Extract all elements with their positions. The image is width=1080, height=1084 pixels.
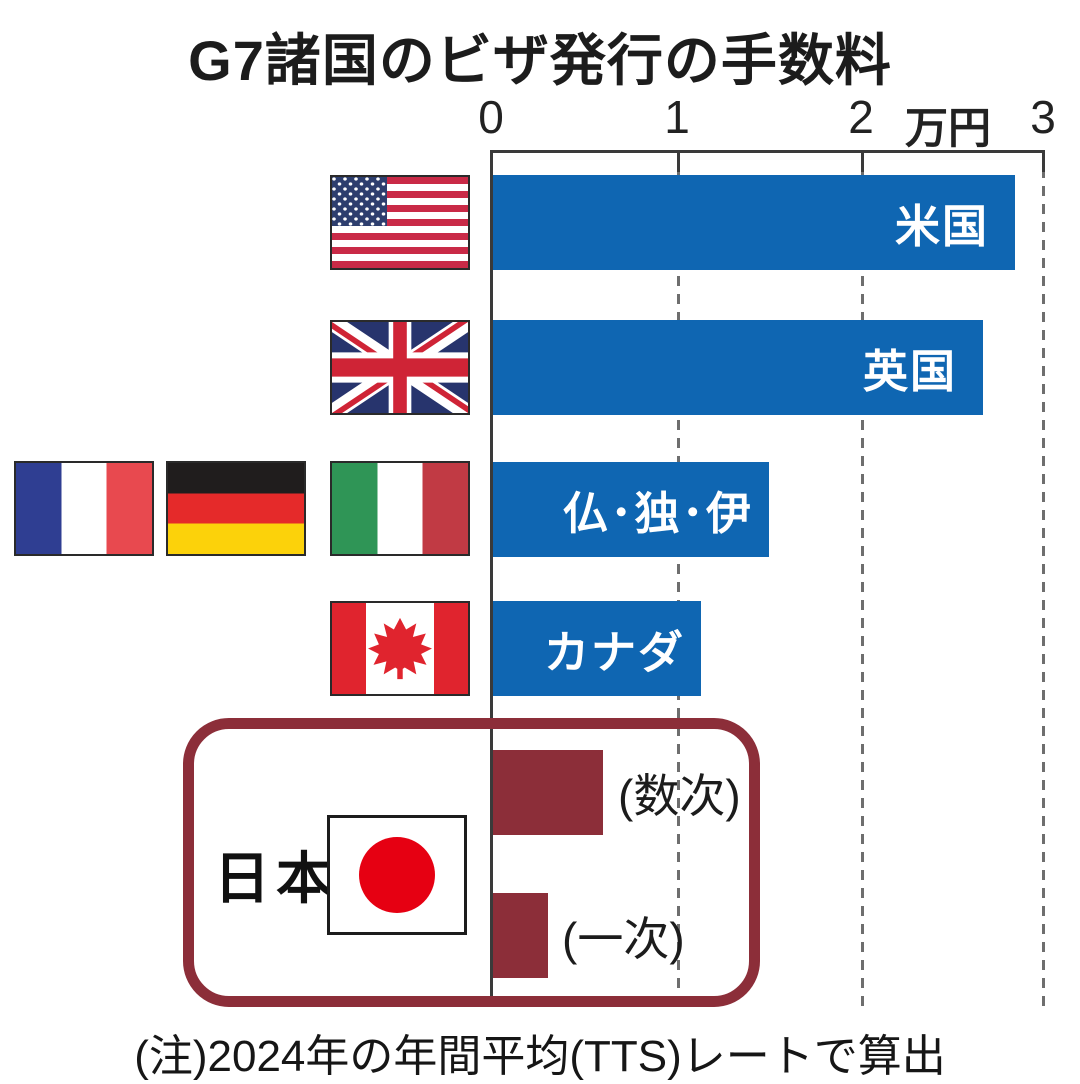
axis-unit-label: 万円	[905, 105, 991, 153]
gridline-3	[1042, 150, 1045, 1007]
uk-flag-icon	[330, 320, 470, 415]
axis-tick-label-2: 2	[848, 91, 874, 143]
bar-label-uk: 英国	[862, 346, 957, 397]
france-flag-icon	[14, 461, 154, 556]
japan-flag-sun-disc	[359, 837, 435, 913]
gridline-2	[861, 150, 864, 1007]
axis-tick-label-1: 1	[664, 91, 690, 143]
japan-group-label: 日本	[214, 847, 338, 910]
usa-flag-icon	[330, 175, 470, 270]
bar-usa: 米国	[493, 175, 1015, 270]
maple-leaf-icon	[368, 617, 432, 680]
bar-uk: 英国	[493, 320, 983, 415]
bar-label-canada: カナダ	[543, 627, 685, 678]
bar-label-france-germany-italy: 仏･独･伊	[562, 488, 753, 539]
bar-japan-multiple-entry	[493, 750, 603, 835]
italy-flag-icon	[330, 461, 470, 556]
bar-france-germany-italy: 仏･独･伊	[493, 462, 769, 557]
bar-label-usa: 米国	[894, 201, 989, 252]
canada-flag-icon	[330, 601, 470, 696]
bar-japan-single-entry	[493, 893, 548, 978]
usa-flag-canton	[332, 177, 387, 226]
japan-group-box	[183, 718, 760, 1007]
axis-tick-1	[677, 150, 680, 172]
bar-label-japan-multiple-entry: (数次)	[618, 769, 741, 822]
canada-flag-red-panel	[332, 603, 366, 694]
footnote: (注)2024年の年間平均(TTS)レートで算出	[134, 1032, 946, 1081]
japan-flag-icon	[327, 815, 467, 935]
axis-tick-label-0: 0	[478, 91, 504, 143]
axis-tick-2	[861, 150, 864, 172]
canada-flag-red-panel	[434, 603, 468, 694]
axis-tick-3	[1042, 150, 1045, 172]
axis-top-rule	[490, 150, 1045, 153]
bar-label-japan-single-entry: (一次)	[562, 912, 685, 965]
germany-flag-icon	[166, 461, 306, 556]
gridline-1	[677, 150, 680, 1007]
chart-title: G7諸国のビザ発行の手数料	[188, 29, 892, 92]
axis-tick-label-3: 3	[1030, 91, 1056, 143]
bar-canada: カナダ	[493, 601, 701, 696]
axis-baseline	[490, 150, 493, 1007]
